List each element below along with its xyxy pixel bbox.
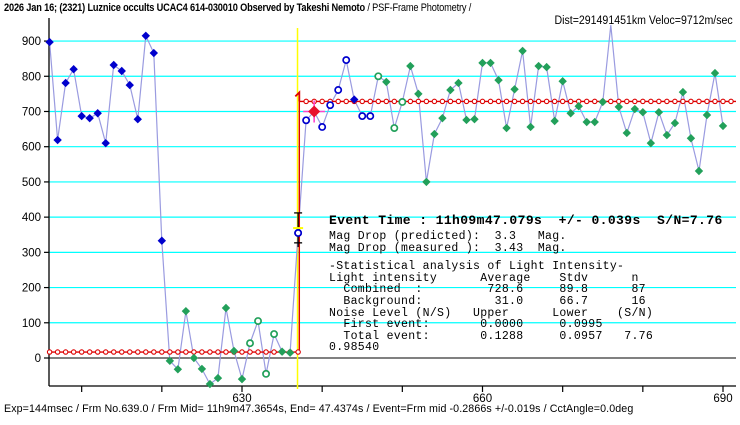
svg-text:690: 690 [713,393,732,405]
svg-text:500: 500 [22,177,41,189]
svg-text:200: 200 [22,283,41,295]
svg-text:660: 660 [473,393,492,405]
gridlines [49,40,736,359]
model-fit-line [46,90,736,355]
statistics-block: -Statistical analysis of Light Intensity… [329,260,654,355]
svg-text:800: 800 [22,71,41,83]
svg-text:0: 0 [35,353,41,365]
mid-event-marker [303,100,326,123]
event-time-line: Event Time : 11h09m47.079s +/- 0.039s S/… [329,213,723,228]
frame-info-statusline: Exp=144msec / Frm No.639.0 / Frm Mid= 11… [4,403,634,415]
svg-text:630: 630 [232,393,251,405]
chart-title-suffix: / PSF-Frame Photometry / [364,2,472,14]
distance-velocity-label: Dist=291491451km Veloc=9712m/sec [554,15,733,27]
svg-text:100: 100 [22,318,41,330]
axis-labels: 0 100 200 300 400 500 600 700 800 900 630 660 690 [22,36,733,405]
svg-text:300: 300 [22,247,41,259]
svg-text:600: 600 [22,142,41,154]
chart-title: 2026 Jan 16; (2321) Luznice occults UCAC… [4,2,471,14]
svg-text:400: 400 [22,212,41,224]
svg-text:700: 700 [22,106,41,118]
axes [44,18,736,392]
event-result-panel: Event Time : 11h09m47.079s +/- 0.039s S/… [329,213,723,354]
transition-errorbar [293,212,304,248]
mag-drop-lines: Mag Drop (predicted): 3.3 Mag. Mag Drop … [329,230,567,255]
chart-title-main: 2026 Jan 16; (2321) Luznice occults UCAC… [4,2,365,14]
svg-text:900: 900 [22,36,41,48]
